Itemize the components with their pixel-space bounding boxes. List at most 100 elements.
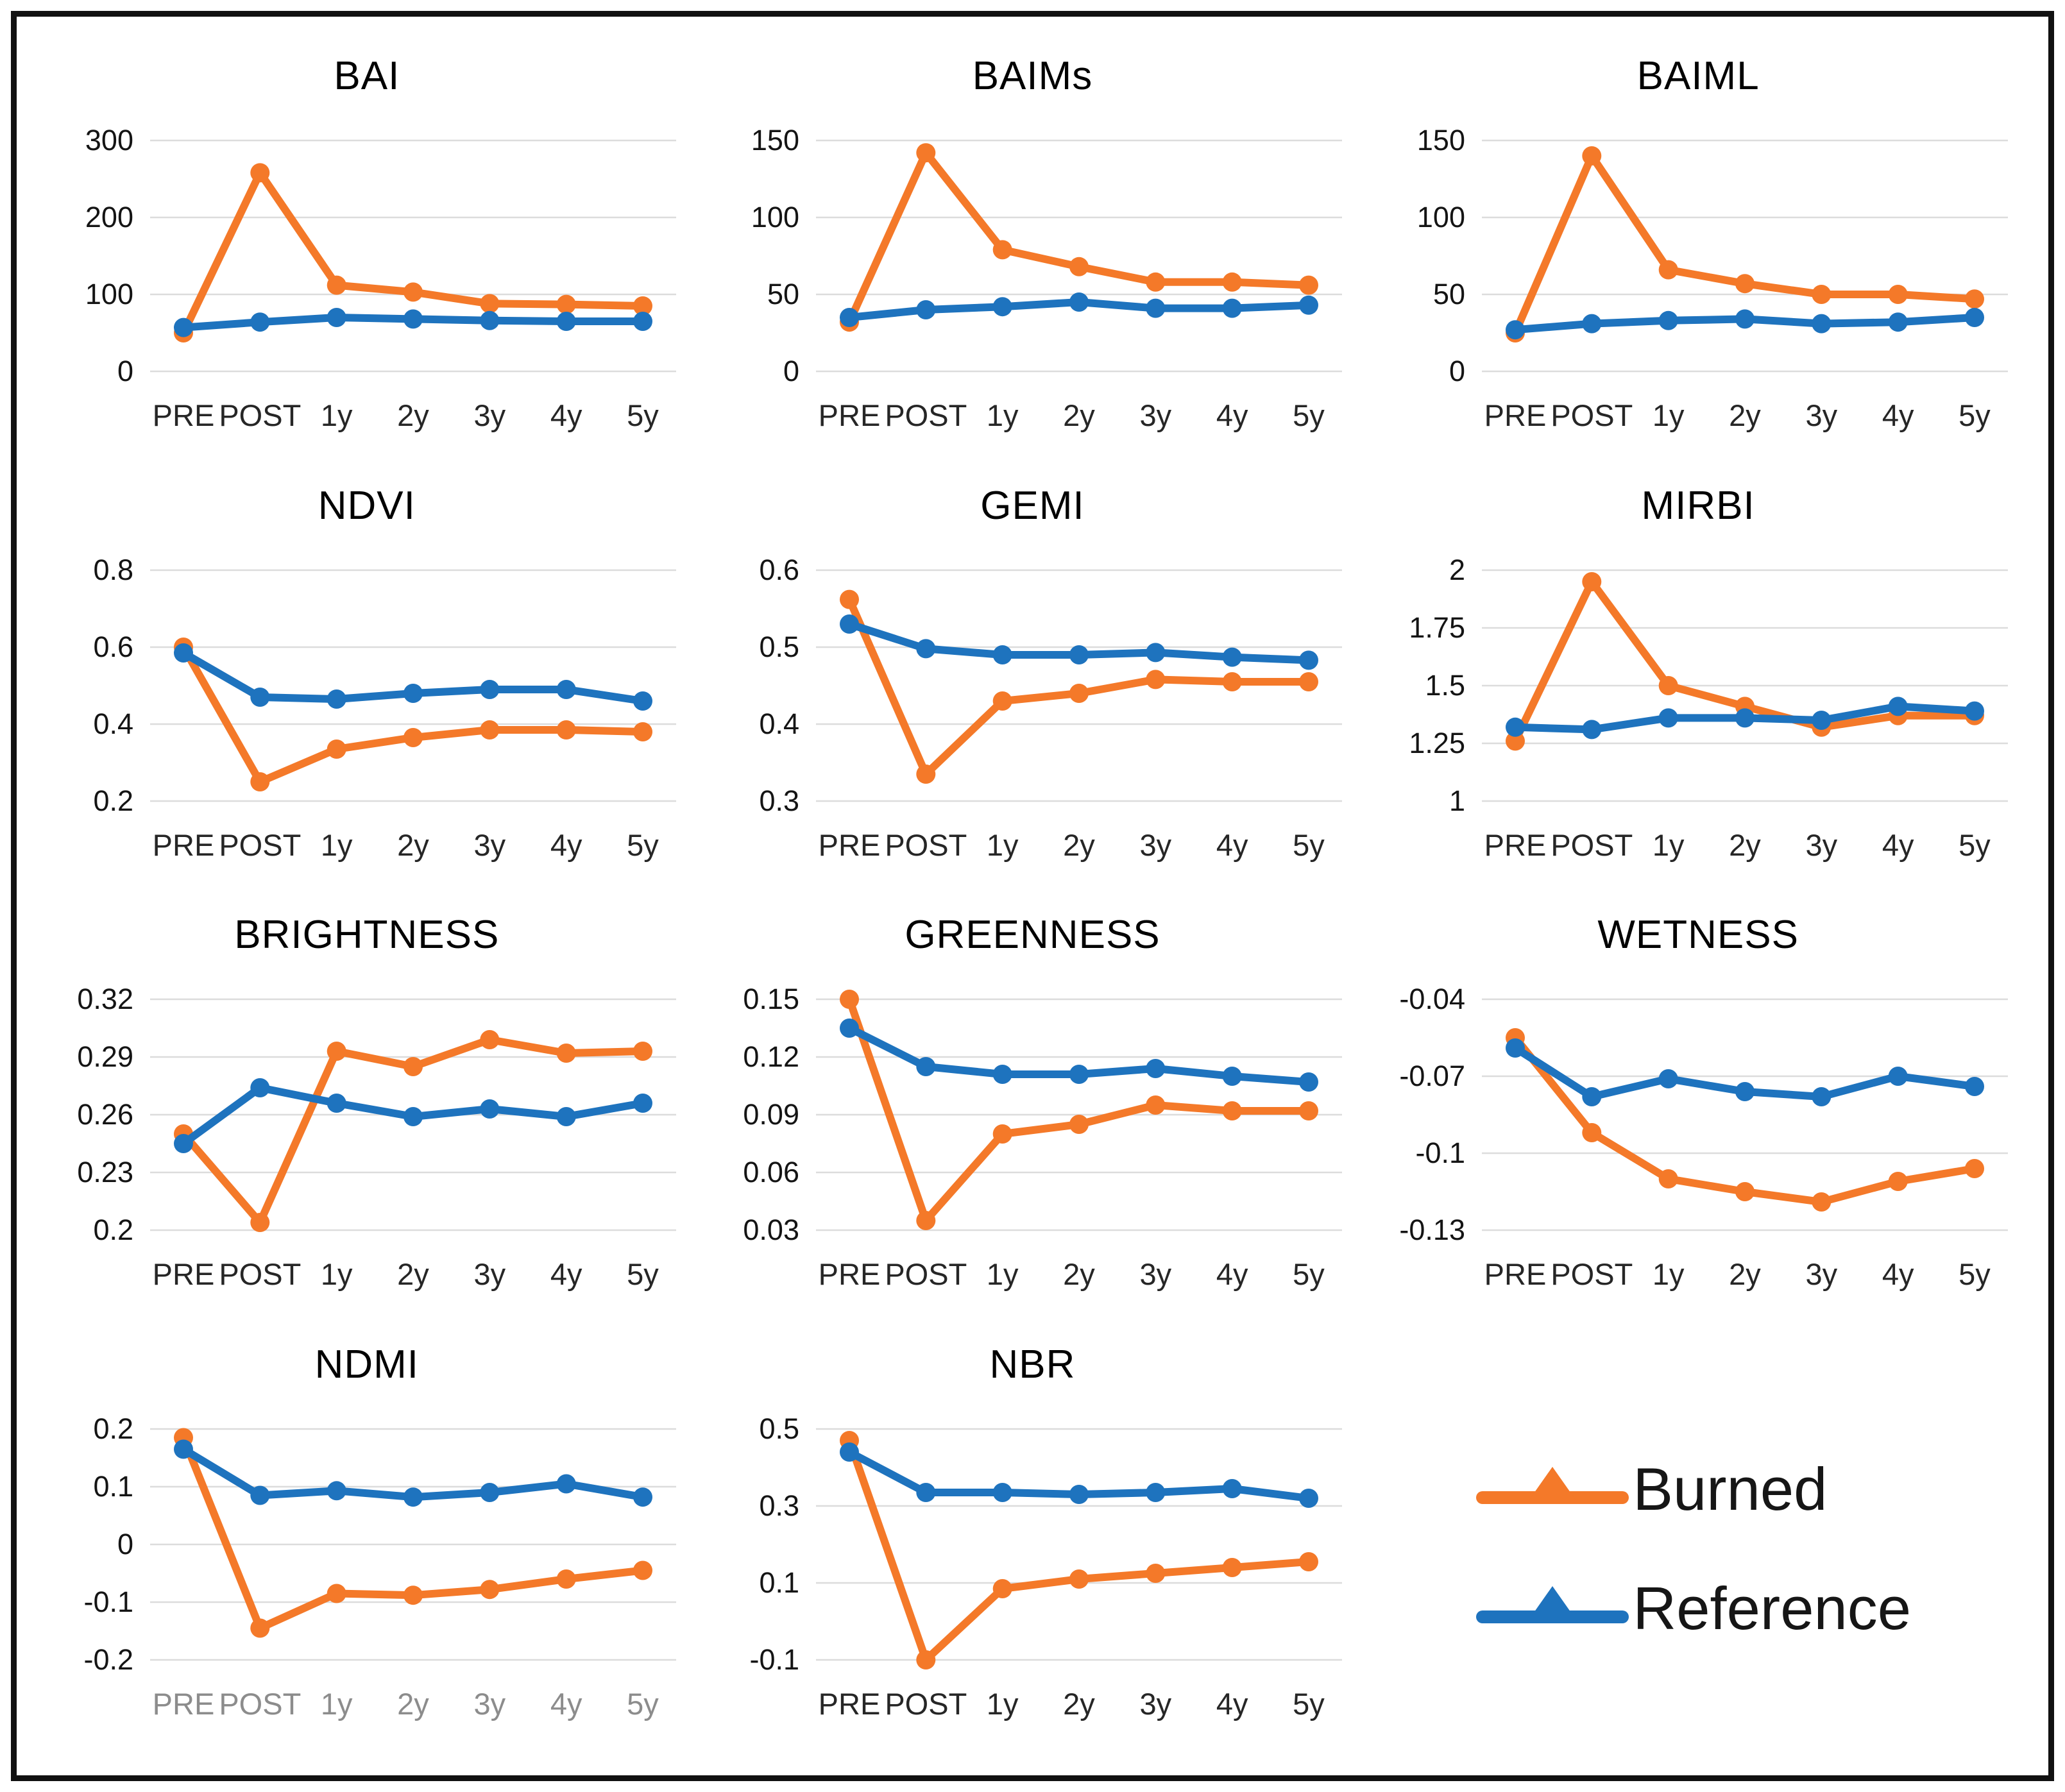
burned-point — [839, 589, 859, 609]
chart-title: BAI — [334, 54, 400, 98]
reference-point — [839, 614, 859, 634]
x-category-label: POST — [219, 1687, 302, 1721]
legend-item-burned: Burned — [1476, 1450, 1827, 1528]
burned-point — [633, 722, 653, 741]
reference-point — [480, 1099, 500, 1119]
chart-canvas: -0.13 -0.1 -0.07 -0.04 PRE POST 1y 2y 3y 4y 5y — [1399, 983, 2008, 1291]
burned-point — [1735, 1182, 1755, 1201]
y-tick-label: 200 — [85, 201, 133, 233]
reference-point — [1069, 1065, 1089, 1084]
burned-point — [992, 1124, 1012, 1144]
burned-point — [1298, 1551, 1318, 1571]
y-tick-label: 0.23 — [78, 1156, 134, 1188]
y-tick-label: 100 — [85, 278, 133, 310]
burned-point — [404, 282, 423, 302]
y-tick-label: 50 — [767, 278, 799, 310]
burned-point — [1298, 1101, 1318, 1120]
y-tick-label: 0 — [1449, 355, 1465, 387]
reference-point — [1222, 1478, 1242, 1498]
x-category-label: 3y — [474, 1257, 506, 1291]
reference-point — [992, 645, 1012, 664]
reference-point — [174, 1134, 194, 1153]
x-category-label: 4y — [550, 1687, 582, 1721]
x-category-label: 3y — [1805, 1257, 1837, 1291]
reference-point — [916, 300, 936, 319]
x-category-label: POST — [219, 1257, 302, 1291]
reference-point — [480, 310, 500, 330]
reference-point — [633, 1487, 653, 1507]
x-category-label: 5y — [1293, 1257, 1325, 1291]
y-tick-label: 0.03 — [743, 1213, 799, 1246]
x-category-label: 2y — [398, 828, 430, 862]
burned-point — [1581, 146, 1601, 165]
burned-point — [1581, 571, 1601, 591]
x-category-label: 2y — [1729, 828, 1761, 862]
y-tick-label: -0.1 — [1415, 1137, 1465, 1169]
x-category-label: 2y — [1063, 1687, 1095, 1721]
y-tick-label: 1.5 — [1425, 669, 1465, 702]
burned-point — [557, 294, 577, 314]
reference-point — [1964, 1077, 1984, 1096]
reference-point — [1811, 314, 1831, 334]
reference-point — [404, 309, 423, 329]
y-tick-label: 0.5 — [759, 1412, 799, 1445]
burned-point — [1222, 672, 1242, 691]
burned-point — [992, 1578, 1012, 1598]
burned-point — [1811, 285, 1831, 304]
reference-point — [557, 679, 577, 699]
reference-point — [992, 1482, 1012, 1502]
x-category-label: PRE — [1484, 398, 1546, 432]
reference-point — [1146, 642, 1166, 662]
reference-point — [1581, 314, 1601, 334]
reference-point — [1811, 710, 1831, 730]
burned-series-line — [1511, 152, 1978, 337]
reference-point — [1964, 308, 1984, 327]
reference-point — [839, 1442, 859, 1462]
reference-point — [404, 1487, 423, 1507]
chart-mirbi: MIRBI 1 1.25 1.5 1.75 2 PRE POST 1y 2y 3y 4y 5y — [1373, 476, 2023, 906]
reference-point — [1146, 298, 1166, 318]
burned-point — [1505, 731, 1525, 750]
burned-point — [404, 1585, 423, 1605]
chart-greenness: GREENNESS 0.03 0.06 0.09 0.12 0.15 PRE POST 1y 2y… — [708, 905, 1357, 1335]
reference-point — [1505, 320, 1525, 340]
x-category-label: 5y — [627, 1257, 659, 1291]
x-category-label: 4y — [1882, 398, 1914, 432]
reference-point — [992, 297, 1012, 317]
chart-canvas: 0 50 100 150 PRE POST 1y 2y 3y 4y 5y — [751, 124, 1342, 432]
reference-point — [1222, 647, 1242, 667]
y-tick-label: 0.15 — [743, 983, 799, 1015]
burned-point — [480, 1030, 500, 1049]
reference-point — [633, 1094, 653, 1113]
burned-point — [1888, 285, 1908, 304]
reference-point — [1069, 645, 1089, 664]
x-category-label: POST — [885, 398, 967, 432]
chart-title: GEMI — [980, 483, 1085, 528]
chart-baims: BAIMs 0 50 100 150 PRE POST 1y 2y 3y 4y 5y — [708, 46, 1357, 476]
x-category-label: 4y — [1882, 828, 1914, 862]
chart-title: BAIML — [1636, 54, 1760, 98]
chart-canvas: -0.2 -0.1 0 0.1 0.2 PRE POST 1y 2y 3y 4y 5y — [84, 1412, 677, 1721]
burned-point — [1069, 1569, 1089, 1589]
y-tick-label: -0.1 — [749, 1643, 799, 1676]
x-category-label: 1y — [321, 398, 353, 432]
x-category-label: 5y — [627, 828, 659, 862]
reference-point — [1222, 1067, 1242, 1086]
reference-point — [480, 679, 500, 699]
x-category-label: 4y — [1216, 398, 1248, 432]
y-tick-label: 300 — [85, 124, 133, 156]
x-category-label: POST — [219, 398, 302, 432]
burned-series-line — [845, 1436, 1313, 1664]
reference-point — [916, 1482, 936, 1502]
y-tick-label: 0.3 — [759, 784, 799, 817]
y-tick-label: 0.1 — [94, 1470, 134, 1503]
x-category-label: 4y — [1216, 828, 1248, 862]
y-tick-label: -0.1 — [84, 1585, 134, 1618]
y-tick-label: 0.1 — [759, 1566, 799, 1599]
x-category-label: 5y — [1959, 828, 1991, 862]
reference-point — [1069, 1484, 1089, 1504]
y-tick-label: 0.12 — [743, 1040, 799, 1073]
reference-point — [1222, 298, 1242, 318]
burned-point — [1964, 289, 1984, 309]
x-category-label: 3y — [474, 1687, 506, 1721]
